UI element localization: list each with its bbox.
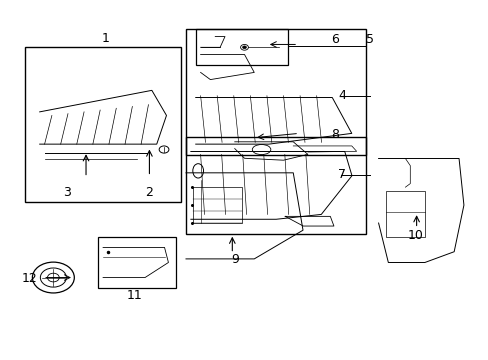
Text: 9: 9 [230,253,238,266]
Text: 11: 11 [127,289,142,302]
Text: 4: 4 [337,89,345,102]
Text: 10: 10 [407,229,422,242]
Text: 1: 1 [102,32,109,45]
Bar [185,30,366,155]
Text: 5: 5 [366,32,373,46]
Text: 8: 8 [330,127,338,141]
Bar [98,237,176,288]
Circle shape [242,46,246,49]
Bar [195,30,288,65]
Text: 6: 6 [330,32,338,46]
Text: 12: 12 [22,272,38,285]
Bar [25,47,181,202]
Bar [193,187,242,223]
Text: 2: 2 [145,186,153,199]
Bar [385,191,424,237]
Text: 3: 3 [62,186,70,199]
Bar [185,137,366,234]
Text: 7: 7 [337,168,346,181]
